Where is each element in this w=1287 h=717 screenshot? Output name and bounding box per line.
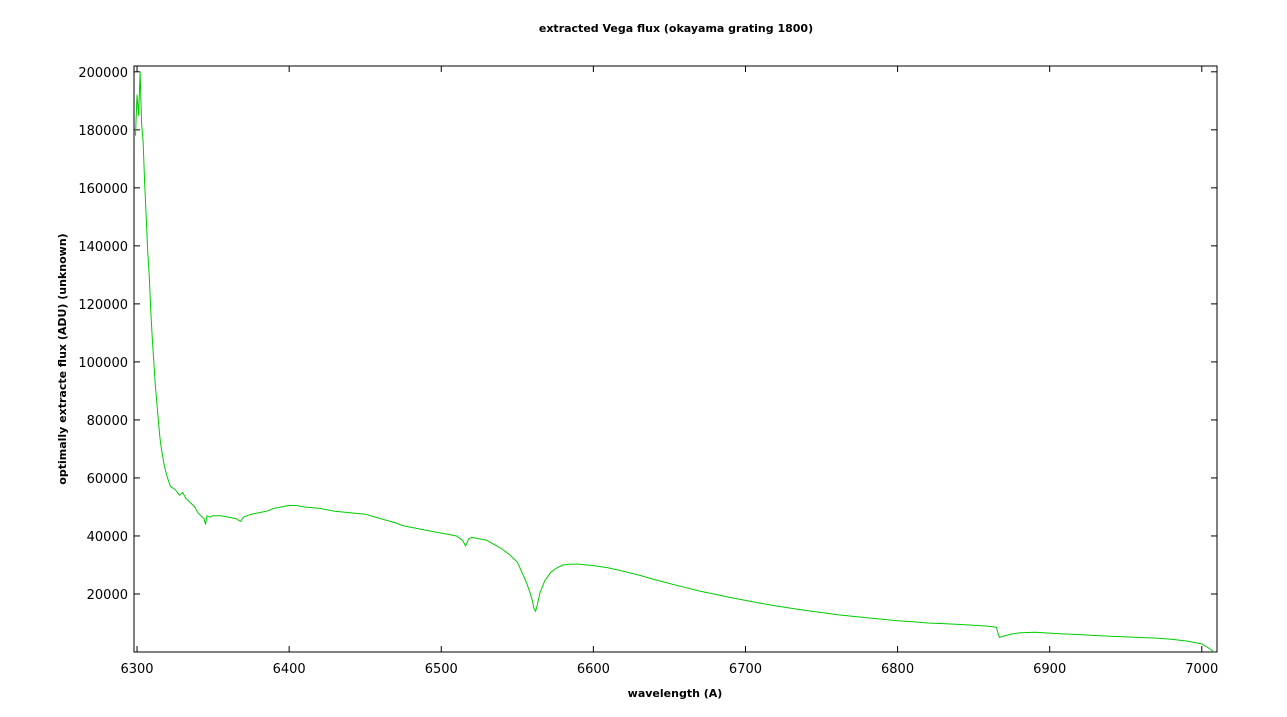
x-axis-label: wavelength (A) [628, 687, 723, 700]
x-tick-label: 6500 [425, 662, 458, 677]
y-tick-label: 120000 [78, 298, 128, 313]
x-tick-label: 6800 [881, 662, 914, 677]
y-tick-label: 60000 [87, 472, 128, 487]
x-tick-label: 6300 [120, 662, 153, 677]
plot-frame [133, 65, 1218, 653]
y-tick-label: 200000 [78, 66, 128, 81]
y-tick-label: 80000 [87, 414, 128, 429]
x-ticks: 6300 6400 6500 6600 6700 6800 6900 7000 [120, 66, 1218, 677]
y-axis-label: optimally extracte flux (ADU) (unknown) [56, 233, 69, 484]
y-tick-label: 100000 [78, 356, 128, 371]
x-tick-label: 7000 [1185, 662, 1218, 677]
x-tick-label: 6700 [729, 662, 762, 677]
chart-title: extracted Vega flux (okayama grating 180… [539, 22, 813, 35]
series-line [135, 71, 1215, 653]
series-group [135, 71, 1215, 653]
x-tick-label: 6600 [577, 662, 610, 677]
x-tick-label: 6900 [1033, 662, 1066, 677]
y-tick-label: 140000 [78, 240, 128, 255]
y-ticks: 20000 40000 60000 80000 100000 120000 140000 16… [78, 66, 1217, 603]
y-tick-label: 180000 [78, 124, 128, 139]
y-tick-label: 40000 [87, 530, 128, 545]
x-tick-label: 6400 [273, 662, 306, 677]
y-tick-label: 160000 [78, 182, 128, 197]
y-tick-label: 20000 [87, 588, 128, 603]
